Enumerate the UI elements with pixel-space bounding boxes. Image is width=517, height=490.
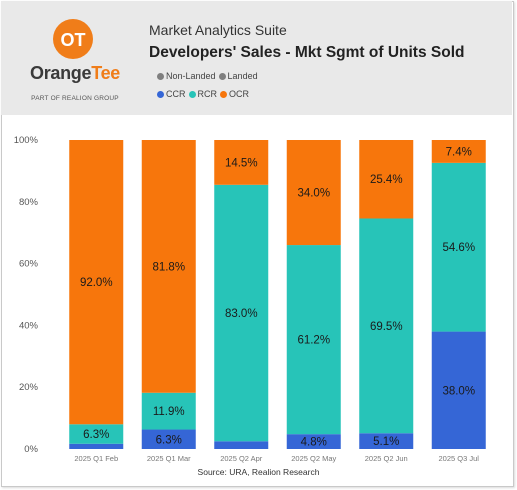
legend-item-ocr[interactable]: OCR xyxy=(220,89,249,99)
data-label-ccr: 4.8% xyxy=(301,437,327,449)
legend-item-ccr[interactable]: CCR xyxy=(157,89,186,99)
legend-label: Non-Landed xyxy=(166,71,216,81)
legend-item-landed[interactable]: Landed xyxy=(218,71,258,81)
x-tick-label: 2025 Q2 Jun xyxy=(365,454,408,463)
bar-segment-ocr xyxy=(141,140,196,393)
data-label-ocr: 34.0% xyxy=(297,188,330,200)
bar-segment-ccr xyxy=(214,441,269,449)
legend-label: OCR xyxy=(229,89,249,99)
bar-segment-ocr xyxy=(431,140,486,163)
bar-segment-ccr xyxy=(431,331,486,449)
data-label-ccr: 5.1% xyxy=(373,436,399,448)
data-label-rcr: 11.9% xyxy=(153,406,185,418)
data-label-ocr: 14.5% xyxy=(225,157,258,169)
logo-wordmark-b: Tee xyxy=(91,63,120,83)
bar-segment-ccr xyxy=(286,434,341,449)
report-header: OT OrangeTee PART OF REALION GROUP Marke… xyxy=(1,1,512,115)
data-label-rcr: 54.6% xyxy=(442,242,475,254)
legend-dot-icon xyxy=(157,90,164,98)
bar-segment-rcr xyxy=(141,392,196,430)
y-tick-label: 20% xyxy=(19,382,39,393)
data-label-ccr: 38.0% xyxy=(442,385,475,397)
bar-segment-ocr xyxy=(359,140,414,219)
logo-wordmark: OrangeTee xyxy=(27,63,123,84)
bar-segment-rcr xyxy=(214,184,269,442)
logo-tagline: PART OF REALION GROUP xyxy=(31,95,119,102)
legend-market-segment: CCR RCR OCR xyxy=(157,89,252,99)
legend-label: CCR xyxy=(166,89,186,99)
bar-segment-rcr xyxy=(359,218,414,434)
bar-segment-ocr xyxy=(214,140,269,185)
app-name: Market Analytics Suite xyxy=(149,22,287,38)
y-tick-label: 80% xyxy=(19,197,39,208)
bar-segment-ocr xyxy=(286,140,341,246)
x-tick-label: 2025 Q2 May xyxy=(291,454,336,463)
bar-segment-rcr xyxy=(286,245,341,435)
legend-dot-icon xyxy=(157,72,164,80)
y-tick-label: 0% xyxy=(24,444,38,455)
legend-dot-icon xyxy=(188,90,196,98)
legend-item-non-landed[interactable]: Non-Landed xyxy=(157,71,216,81)
source-note: Source: URA, Realion Research xyxy=(197,467,320,477)
x-tick-label: 2025 Q1 Mar xyxy=(147,454,191,463)
legend-label: Landed xyxy=(227,71,258,81)
x-tick-label: 2025 Q2 Apr xyxy=(220,454,263,463)
bar-segment-ocr xyxy=(69,140,124,425)
data-label-ocr: 25.4% xyxy=(370,174,403,186)
logo-glyph: OT xyxy=(61,30,86,50)
data-label-rcr: 83.0% xyxy=(225,308,258,320)
bar-segment-ccr xyxy=(359,433,414,449)
bar-segment-rcr xyxy=(431,162,486,332)
data-label-ccr: 6.3% xyxy=(156,434,182,446)
y-tick-label: 40% xyxy=(19,320,39,331)
data-label-ocr: 81.8% xyxy=(152,261,185,273)
bar-segment-rcr xyxy=(69,424,124,444)
legend-item-rcr[interactable]: RCR xyxy=(188,89,218,99)
orangetee-logo-icon: OT xyxy=(53,19,93,59)
y-tick-label: 60% xyxy=(19,259,39,270)
chart-title: Developers' Sales - Mkt Sgmt of Units So… xyxy=(149,44,465,61)
legend-dot-icon xyxy=(218,72,226,80)
data-label-rcr: 61.2% xyxy=(297,335,330,347)
data-label-rcr: 69.5% xyxy=(370,321,403,333)
bar-segment-ccr xyxy=(141,429,196,449)
x-tick-label: 2025 Q1 Feb xyxy=(74,454,118,463)
legend-dot-icon xyxy=(220,90,227,98)
x-tick-label: 2025 Q3 Jul xyxy=(439,454,480,463)
logo-wordmark-a: Orange xyxy=(30,63,92,83)
data-label-rcr: 6.3% xyxy=(83,429,109,441)
legend-property-type: Non-Landed Landed xyxy=(157,71,261,81)
legend-label: RCR xyxy=(197,89,218,99)
y-tick-label: 100% xyxy=(14,135,39,146)
bar-segment-ccr xyxy=(69,443,124,449)
data-label-ocr: 92.0% xyxy=(80,277,113,289)
data-label-ocr: 7.4% xyxy=(446,146,472,158)
